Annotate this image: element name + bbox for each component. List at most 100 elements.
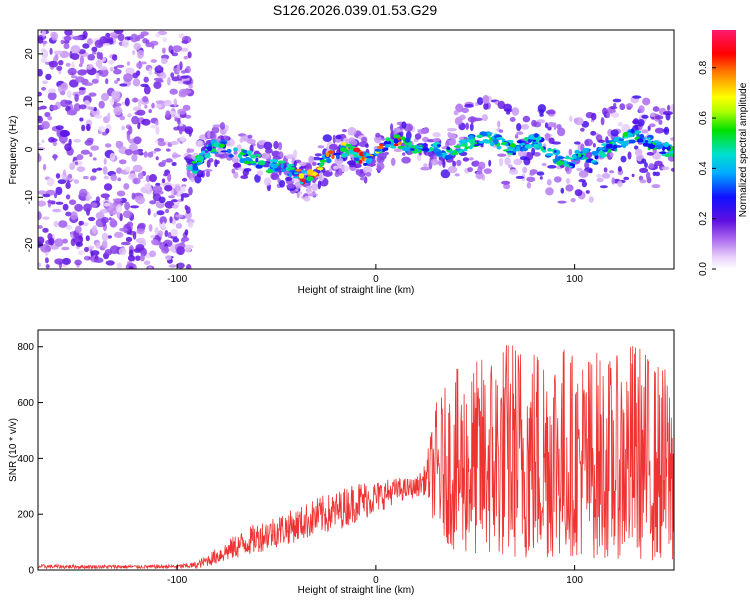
heatmap-cell	[623, 176, 630, 181]
heatmap-cell	[469, 123, 474, 132]
heatmap-cell	[596, 174, 602, 178]
heatmap-cell	[148, 109, 152, 114]
heatmap-cell	[270, 163, 278, 169]
heatmap-cell	[503, 183, 511, 190]
heatmap-cell	[83, 203, 92, 212]
heatmap-cell	[74, 203, 83, 212]
heatmap-cell	[515, 175, 525, 179]
heatmap-cell	[155, 103, 162, 109]
heatmap-cell	[447, 166, 458, 174]
heatmap-cell	[387, 141, 391, 145]
heatmap-cell	[585, 190, 590, 194]
heatmap-cell	[665, 112, 671, 121]
heatmap-cell	[618, 138, 625, 142]
heatmap-cell	[483, 102, 489, 110]
heatmap-cell	[514, 134, 519, 139]
heatmap-cell	[529, 172, 535, 176]
heatmap-cell	[130, 33, 139, 43]
heatmap-cell	[588, 169, 593, 174]
heatmap-cell	[83, 82, 94, 86]
heatmap-cell	[319, 162, 323, 168]
heatmap-cell	[297, 191, 302, 195]
heatmap-cell	[167, 77, 171, 86]
heatmap-cell	[186, 264, 192, 269]
heatmap-cell	[38, 211, 42, 221]
heatmap-cell	[210, 151, 219, 154]
spectrogram-y-label: Frequency (Hz)	[8, 116, 19, 185]
heatmap-cell	[654, 115, 664, 120]
heatmap-cell	[488, 159, 492, 167]
heatmap-cell	[328, 168, 333, 173]
heatmap-cell	[635, 130, 642, 134]
heatmap-cell	[536, 171, 545, 176]
heatmap-cell	[131, 115, 140, 125]
heatmap-cell	[137, 172, 144, 180]
heatmap-cell	[114, 80, 119, 84]
heatmap-cell	[116, 190, 126, 197]
heatmap-cell	[184, 244, 192, 253]
heatmap-cell	[415, 145, 420, 149]
heatmap-cell	[285, 176, 293, 182]
heatmap-cell	[162, 36, 167, 43]
heatmap-cell	[254, 174, 261, 183]
heatmap-cell	[143, 151, 148, 158]
heatmap-cell	[124, 97, 130, 107]
heatmap-cell	[453, 110, 459, 116]
heatmap-cell	[126, 132, 131, 141]
heatmap-cell	[116, 204, 123, 213]
heatmap-cell	[58, 60, 64, 66]
heatmap-cell	[149, 250, 157, 258]
heatmap-cell	[98, 66, 108, 71]
heatmap-cell	[211, 126, 220, 134]
heatmap-cell	[108, 217, 112, 221]
heatmap-cell	[476, 134, 483, 138]
heatmap-cell	[590, 112, 597, 121]
heatmap-cell	[91, 78, 99, 84]
heatmap-cell	[102, 166, 108, 175]
heatmap-cell	[42, 216, 50, 220]
heatmap-cell	[38, 262, 42, 268]
heatmap-cell	[75, 76, 85, 83]
heatmap-cell	[353, 154, 358, 158]
heatmap-cell	[41, 139, 45, 143]
heatmap-cell	[158, 196, 166, 204]
figure-title: S126.2026.039.01.53.G29	[273, 2, 437, 18]
heatmap-cell	[44, 111, 51, 118]
heatmap-cell	[606, 107, 612, 113]
heatmap-cell	[553, 122, 557, 131]
heatmap-cell	[641, 114, 649, 119]
heatmap-cell	[62, 169, 67, 177]
heatmap-cell	[646, 151, 655, 156]
heatmap-cell	[103, 202, 111, 207]
heatmap-cell	[84, 139, 93, 146]
heatmap-cell	[66, 90, 72, 99]
heatmap-cell	[592, 143, 596, 148]
heatmap-cell	[131, 153, 138, 162]
heatmap-cell	[38, 190, 47, 195]
heatmap-cell	[45, 61, 49, 65]
heatmap-cell	[365, 155, 374, 159]
heatmap-cell	[505, 143, 509, 147]
heatmap-cell	[385, 137, 391, 142]
heatmap-cell	[287, 167, 296, 171]
heatmap-cell	[137, 34, 145, 39]
heatmap-cell	[609, 170, 615, 174]
heatmap-cell	[54, 238, 64, 247]
heatmap-cell	[148, 266, 153, 269]
heatmap-cell	[546, 179, 552, 186]
heatmap-cell	[38, 200, 46, 207]
heatmap-cell	[120, 241, 131, 246]
heatmap-cell	[53, 154, 57, 161]
heatmap-cell	[255, 157, 259, 163]
heatmap-cell	[423, 163, 428, 168]
heatmap-cell	[638, 105, 645, 114]
heatmap-cell	[62, 257, 71, 265]
heatmap-cell	[85, 197, 90, 202]
heatmap-cell	[55, 201, 64, 205]
heatmap-cell	[165, 110, 171, 118]
heatmap-cell	[155, 126, 160, 135]
heatmap-cell	[280, 163, 284, 169]
colorbar-label: Normalized spectral amplitude	[738, 82, 749, 217]
heatmap-cell	[141, 118, 151, 126]
